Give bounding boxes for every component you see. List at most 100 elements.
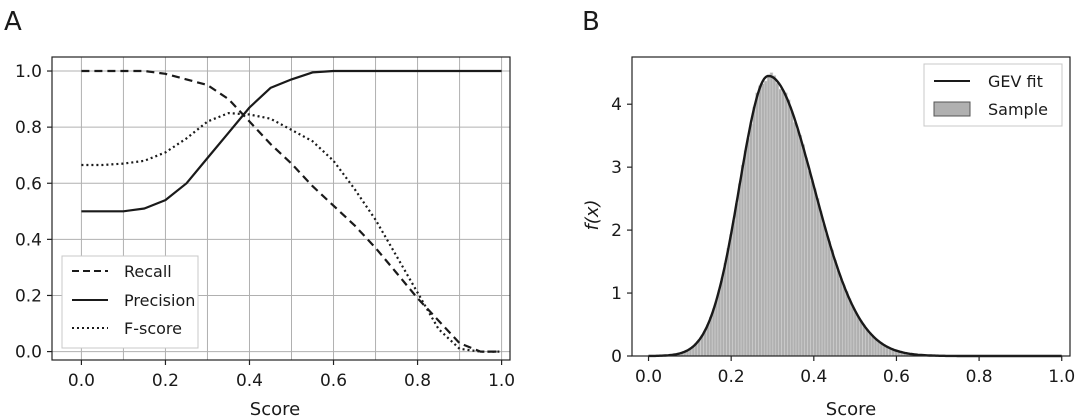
panel-a-ytick-label: 0.8 [15, 118, 42, 138]
histogram-bar [818, 210, 823, 357]
panel-b-ytick-label: 0 [611, 347, 622, 367]
histogram-bar [865, 329, 869, 357]
histogram-bar [821, 223, 826, 357]
panel-b-xtick-label: 0.2 [718, 367, 745, 387]
panel-b-ytick-label: 4 [611, 95, 622, 115]
panel-a-plot: 0.0 0.2 0.4 0.6 0.8 1.0 0.0 0.2 0.4 0.6 0.8 1.0 Rec… [15, 56, 515, 419]
series-line-precision [81, 69, 502, 213]
histogram-bar [755, 92, 759, 357]
histogram-bar [816, 198, 820, 357]
histogram-bar [839, 278, 843, 357]
histogram-bar [847, 298, 852, 357]
histogram-bar [807, 170, 811, 357]
histogram-bar [726, 248, 730, 357]
histogram-bar [850, 305, 855, 357]
panel-b-x-axis-label: Score [826, 399, 876, 419]
histogram-bar [804, 157, 808, 357]
panel-b-frame [631, 56, 1071, 357]
histogram-bar [749, 123, 753, 357]
panel-a-legend: Recall Precision F-score [61, 255, 199, 349]
histogram-bar [784, 92, 788, 357]
histogram-bar [758, 85, 762, 357]
histogram-bar [859, 320, 863, 357]
panel-b-ytick-label: 3 [611, 158, 622, 178]
series-line-recall [81, 69, 502, 353]
histogram-bar [787, 99, 791, 357]
histogram-bar [769, 72, 774, 357]
panel-a-xtick-label: 0.2 [152, 371, 179, 391]
histogram-bar [862, 324, 866, 357]
histogram-bar [868, 332, 872, 357]
legend-gev-label: GEV fit [988, 72, 1043, 91]
histogram-bar [752, 106, 756, 357]
panel-b-y-axis-label: f(x) [582, 199, 603, 230]
histogram-bar [761, 83, 765, 357]
legend-fscore-label: F-score [124, 319, 182, 338]
panel-b-histogram [654, 72, 939, 357]
histogram-bar [844, 291, 849, 357]
panel-b-xtick-label: 0.4 [800, 367, 827, 387]
histogram-bar [737, 183, 742, 357]
histogram-bar [746, 138, 751, 357]
panel-b-xtick-label: 0.6 [883, 367, 910, 387]
panel-a-grid [52, 57, 510, 360]
panel-a-xtick-label: 0.8 [404, 371, 431, 391]
panel-a-label: A [4, 7, 22, 37]
panel-a-ticks: 0.0 0.2 0.4 0.6 0.8 1.0 0.0 0.2 0.4 0.6 0.8 1.0 [15, 62, 515, 391]
panel-b-ytick-label: 1 [611, 284, 622, 304]
histogram-bar [723, 262, 727, 357]
histogram-bar [870, 335, 875, 357]
panel-b-legend: GEV fit Sample [923, 63, 1063, 127]
histogram-bar [720, 277, 724, 357]
panel-a-ytick-label: 0.2 [15, 286, 42, 306]
histogram-bar [732, 220, 736, 357]
histogram-bar [740, 164, 745, 357]
panel-b-xtick-label: 0.8 [966, 367, 993, 387]
histogram-bar [827, 241, 832, 357]
histogram-bar [743, 150, 748, 357]
histogram-bar [824, 233, 829, 357]
histogram-bar [781, 90, 785, 357]
panel-a-xtick-label: 1.0 [488, 371, 515, 391]
histogram-bar [813, 188, 817, 357]
panel-b-ticks: 0.0 0.2 0.4 0.6 0.8 1.0 0 1 2 3 4 [611, 95, 1075, 387]
histogram-bar [842, 284, 846, 357]
histogram-bar [735, 203, 739, 357]
histogram-bar [772, 75, 777, 357]
panel-a-ytick-label: 1.0 [15, 62, 42, 82]
panel-a-ytick-label: 0.6 [15, 174, 42, 194]
histogram-bar [790, 111, 794, 357]
panel-a-xtick-label: 0.4 [236, 371, 263, 391]
histogram-bar [830, 249, 834, 357]
histogram-bar [792, 122, 797, 357]
series-line-f-score [81, 111, 502, 353]
panel-b-xtick-label: 0.0 [635, 367, 662, 387]
panel-b-plot: 0.0 0.2 0.4 0.6 0.8 1.0 0 1 2 3 4 GEV fit Sample S… [582, 56, 1075, 419]
legend-recall-label: Recall [124, 262, 172, 281]
panel-a-x-axis-label: Score [250, 399, 300, 419]
histogram-bar [836, 270, 840, 357]
histogram-bar [763, 80, 768, 357]
histogram-bar [801, 144, 805, 357]
histogram-bar [798, 134, 803, 357]
legend-precision-label: Precision [124, 291, 195, 310]
panel-a-ytick-label: 0.4 [15, 230, 42, 250]
legend-sample-swatch [933, 101, 971, 117]
histogram-bar [856, 316, 860, 357]
histogram-bar [729, 234, 733, 357]
panel-b-label: B [582, 7, 600, 37]
panel-b-ytick-label: 2 [611, 221, 622, 241]
legend-sample-label: Sample [988, 100, 1048, 119]
histogram-bar [833, 259, 837, 357]
histogram-bar [853, 311, 858, 357]
histogram-bar [778, 88, 782, 357]
histogram-bar [775, 82, 779, 357]
histogram-bar [766, 75, 771, 357]
histogram-bar [717, 289, 722, 357]
panel-b-xtick-label: 1.0 [1048, 367, 1075, 387]
panel-a-frame [51, 56, 511, 361]
panel-a-ytick-label: 0.0 [15, 343, 42, 363]
histogram-bar [810, 180, 814, 357]
panel-a-xtick-label: 0.0 [68, 371, 95, 391]
